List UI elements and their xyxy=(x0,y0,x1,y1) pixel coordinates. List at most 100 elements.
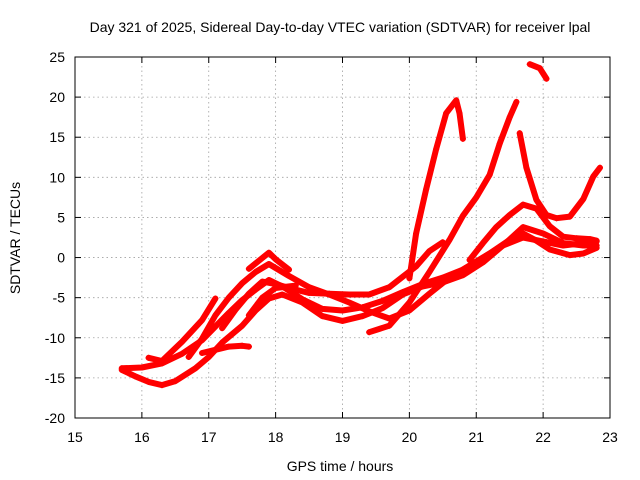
data-point-marker xyxy=(466,256,473,263)
data-point-marker xyxy=(596,164,603,171)
data-point-marker xyxy=(219,325,226,332)
data-point-marker xyxy=(459,212,466,219)
y-tick-label: 20 xyxy=(49,89,65,105)
data-point-marker xyxy=(520,230,527,237)
data-point-marker xyxy=(423,186,430,193)
data-point-marker xyxy=(366,308,373,315)
data-point-marker xyxy=(573,235,580,242)
data-point-marker xyxy=(179,350,185,357)
x-tick-label: 15 xyxy=(67,429,83,445)
data-point-marker xyxy=(386,315,393,322)
data-point-marker xyxy=(513,98,520,105)
data-point-marker xyxy=(406,299,413,306)
data-point-marker xyxy=(459,135,466,142)
data-point-marker xyxy=(286,273,292,280)
data-point-marker xyxy=(132,373,139,380)
data-point-marker xyxy=(553,215,560,222)
data-point-marker xyxy=(138,364,145,371)
data-point-marker xyxy=(520,224,527,231)
y-tick-label: 0 xyxy=(57,250,65,266)
data-point-marker xyxy=(486,171,493,178)
data-point-marker xyxy=(286,266,292,273)
data-point-marker xyxy=(580,195,587,202)
data-point-marker xyxy=(366,291,373,298)
data-point-marker xyxy=(520,201,527,208)
data-point-marker xyxy=(516,130,523,137)
data-point-marker xyxy=(199,350,206,357)
y-tick-label: 25 xyxy=(49,49,65,65)
data-point-marker xyxy=(386,284,393,291)
data-point-marker xyxy=(279,291,286,298)
data-point-marker xyxy=(546,246,553,253)
y-tick-label: 15 xyxy=(49,129,65,145)
data-point-marker xyxy=(546,223,553,230)
data-series xyxy=(118,61,603,389)
data-point-marker xyxy=(426,290,433,297)
data-point-marker xyxy=(179,338,185,345)
y-tick-label: -10 xyxy=(45,330,65,346)
data-point-marker xyxy=(158,382,165,389)
data-point-marker xyxy=(399,291,406,298)
data-point-marker xyxy=(185,354,192,361)
data-point-marker xyxy=(580,242,587,249)
data-point-marker xyxy=(493,224,500,231)
data-point-marker xyxy=(306,284,313,291)
data-point-marker xyxy=(413,230,420,237)
data-point-marker xyxy=(272,285,279,292)
data-point-marker xyxy=(205,354,212,361)
data-point-marker xyxy=(386,322,393,329)
data-point-marker xyxy=(199,317,206,324)
data-point-marker xyxy=(406,307,413,314)
data-point-marker xyxy=(473,194,480,201)
x-tick-label: 23 xyxy=(602,429,618,445)
series-track-h xyxy=(245,249,292,273)
y-tick-label: 5 xyxy=(57,209,65,225)
data-point-marker xyxy=(212,346,219,353)
data-point-marker xyxy=(245,312,252,319)
data-point-marker xyxy=(319,305,326,312)
data-point-marker xyxy=(540,230,547,237)
data-point-marker xyxy=(496,140,503,147)
data-point-marker xyxy=(145,378,152,385)
data-point-marker xyxy=(199,335,206,342)
data-point-marker xyxy=(486,250,493,257)
data-point-marker xyxy=(446,236,453,243)
data-point-marker xyxy=(346,299,353,306)
x-tick-label: 21 xyxy=(468,429,484,445)
x-axis-label: GPS time / hours xyxy=(287,458,394,474)
data-point-marker xyxy=(566,213,573,220)
data-point-marker xyxy=(245,265,252,272)
x-tick-label: 22 xyxy=(535,429,551,445)
data-point-marker xyxy=(533,196,540,203)
data-point-marker xyxy=(239,342,246,349)
data-point-marker xyxy=(466,262,473,269)
x-tick-label: 19 xyxy=(335,429,351,445)
data-point-marker xyxy=(265,260,272,267)
data-point-marker xyxy=(239,322,246,329)
y-tick-label: -5 xyxy=(53,290,66,306)
data-point-marker xyxy=(506,114,513,121)
series-track-i xyxy=(406,97,466,282)
data-point-marker xyxy=(212,312,219,319)
y-axis-label: SDTVAR / TECUs xyxy=(7,182,23,294)
data-point-marker xyxy=(506,212,513,219)
y-tick-label: -20 xyxy=(45,410,65,426)
data-point-marker xyxy=(433,146,440,153)
data-point-marker xyxy=(192,365,199,372)
chart-title: Day 321 of 2025, Sidereal Day-to-day VTE… xyxy=(90,19,591,35)
y-tick-label: 10 xyxy=(49,169,65,185)
data-point-marker xyxy=(536,65,543,72)
data-point-marker xyxy=(533,237,540,244)
data-point-marker xyxy=(326,290,333,297)
data-point-marker xyxy=(319,313,326,320)
data-point-marker xyxy=(232,306,239,313)
data-point-marker xyxy=(145,354,152,361)
data-point-marker xyxy=(359,313,366,320)
data-point-marker xyxy=(379,297,386,304)
data-point-marker xyxy=(543,75,550,82)
data-point-marker xyxy=(426,268,433,275)
data-point-marker xyxy=(399,273,406,280)
data-point-marker xyxy=(560,240,567,247)
data-point-marker xyxy=(406,275,413,282)
